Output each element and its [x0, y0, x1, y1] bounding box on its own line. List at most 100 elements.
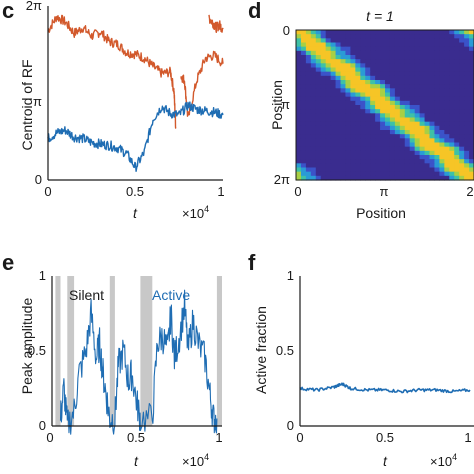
heatmap-cell	[370, 63, 376, 69]
heatmap-cell	[389, 113, 396, 119]
heatmap-cell	[399, 34, 406, 39]
e-xtick-0: 0	[46, 430, 53, 445]
d-xtick-pi: π	[380, 184, 389, 199]
heatmap-cell	[394, 80, 401, 85]
heatmap-cell	[404, 42, 411, 48]
heatmap-cell	[454, 46, 460, 52]
heatmap-cell	[345, 130, 351, 135]
heatmap-cell	[399, 55, 406, 60]
heatmap-cell	[355, 146, 361, 152]
heatmap-cell	[345, 121, 351, 127]
heatmap-cell	[444, 96, 450, 102]
heatmap-cell	[305, 167, 312, 173]
heatmap-cell	[454, 55, 460, 60]
heatmap-cell	[409, 30, 416, 35]
heatmap-cell	[414, 46, 421, 52]
heatmap-cell	[424, 105, 431, 110]
heatmap-cell	[310, 109, 317, 114]
heatmap-cell	[320, 67, 327, 73]
heatmap-cell	[404, 75, 411, 81]
heatmap-cell	[449, 30, 455, 35]
heatmap-cell	[449, 71, 455, 77]
heatmap-cell	[380, 171, 386, 177]
heatmap-cell	[389, 175, 396, 181]
heatmap-cell	[310, 84, 317, 89]
heatmap-cell	[444, 155, 450, 160]
heatmap-cell	[325, 125, 332, 131]
heatmap-cell	[404, 59, 411, 64]
heatmap-cell	[449, 142, 455, 148]
heatmap-cell	[404, 134, 411, 139]
heatmap-cell	[375, 63, 381, 69]
heatmap-cell	[439, 84, 445, 89]
heatmap-cell	[345, 59, 351, 64]
heatmap-cell	[310, 113, 317, 119]
heatmap-cell	[429, 105, 436, 110]
heatmap-cell	[370, 121, 376, 127]
heatmap-cell	[380, 150, 386, 156]
heatmap-cell	[315, 34, 322, 39]
heatmap-cell	[399, 121, 406, 127]
heatmap-cell	[340, 155, 347, 160]
heatmap-cell	[345, 163, 351, 169]
d-xtick-0: 0	[294, 184, 301, 199]
heatmap-cell	[419, 134, 426, 139]
heatmap-cell	[360, 55, 366, 60]
heatmap-cell	[404, 100, 411, 106]
heatmap-cell	[325, 138, 332, 144]
heatmap-cell	[380, 42, 386, 48]
heatmap-cell	[300, 100, 307, 106]
c-ylabel: Centroid of RF	[19, 59, 35, 150]
heatmap-cell	[380, 88, 386, 94]
heatmap-cell	[385, 30, 391, 35]
heatmap-cell	[439, 30, 445, 35]
heatmap-cell	[385, 71, 391, 77]
heatmap-cell	[439, 59, 445, 64]
heatmap-cell	[375, 75, 381, 81]
heatmap-cell	[385, 46, 391, 52]
heatmap-cell	[454, 42, 460, 48]
heatmap-cell	[315, 167, 322, 173]
heatmap-cell	[414, 142, 421, 148]
heatmap-cell	[330, 63, 337, 69]
heatmap-cell	[434, 63, 440, 69]
heatmap-cell	[345, 155, 351, 160]
heatmap-cell	[414, 163, 421, 169]
heatmap-cell	[360, 171, 366, 177]
heatmap-cell	[296, 67, 302, 73]
heatmap-cell	[350, 30, 356, 35]
heatmap-cell	[296, 88, 302, 94]
heatmap-cell	[459, 130, 465, 135]
heatmap-cell	[434, 171, 440, 177]
heatmap-cell	[394, 109, 401, 114]
heatmap-cell	[394, 96, 401, 102]
heatmap-cell	[389, 50, 396, 56]
heatmap-cell	[315, 75, 322, 81]
heatmap-cell	[404, 155, 411, 160]
heatmap-cell	[399, 150, 406, 156]
heatmap-cell	[300, 171, 307, 177]
heatmap-cell	[345, 125, 351, 131]
heatmap-cell	[380, 92, 386, 98]
d-xlabel: Position	[356, 205, 406, 221]
heatmap-cell	[444, 59, 450, 64]
heatmap-cell	[315, 59, 322, 64]
heatmap-cell	[424, 88, 431, 94]
heatmap-cell	[350, 88, 356, 94]
heatmap-cell	[375, 105, 381, 110]
heatmap-cell	[315, 155, 322, 160]
heatmap-cell	[365, 75, 371, 81]
heatmap-cell	[380, 38, 386, 44]
heatmap-cell	[399, 63, 406, 69]
heatmap-cell	[429, 134, 436, 139]
heatmap-cell	[394, 150, 401, 156]
heatmap-cell	[399, 142, 406, 148]
heatmap-cell	[330, 125, 337, 131]
heatmap-cell	[454, 59, 460, 64]
heatmap-cell	[464, 38, 470, 44]
c-xtick-0: 0	[44, 184, 51, 199]
heatmap-cell	[464, 63, 470, 69]
heatmap-cell	[315, 80, 322, 85]
heatmap-cell	[300, 109, 307, 114]
heatmap-cell	[320, 59, 327, 64]
